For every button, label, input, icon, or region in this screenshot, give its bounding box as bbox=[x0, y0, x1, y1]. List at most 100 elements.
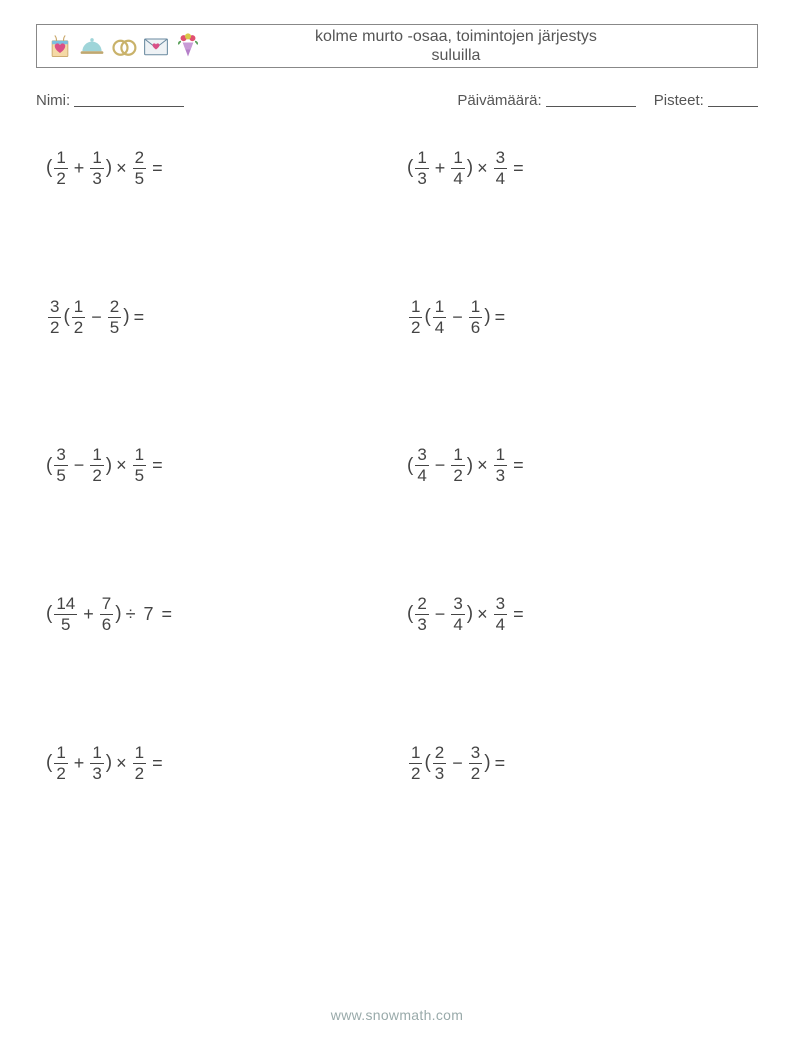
problem: 32(12−25) = bbox=[46, 298, 387, 337]
equals: = bbox=[495, 307, 506, 328]
icon-strip bbox=[45, 31, 203, 61]
equals: = bbox=[152, 455, 163, 476]
close-paren: ) bbox=[484, 306, 490, 328]
close-paren: ) bbox=[123, 306, 129, 328]
fraction: 12 bbox=[409, 744, 422, 783]
score-label: Pisteet: bbox=[654, 92, 704, 109]
operator: − bbox=[74, 455, 85, 476]
operator: − bbox=[435, 604, 446, 625]
fraction: 13 bbox=[90, 744, 103, 783]
denominator: 3 bbox=[415, 170, 428, 188]
numerator: 2 bbox=[133, 149, 146, 167]
numerator: 1 bbox=[409, 744, 422, 762]
numerator: 3 bbox=[451, 595, 464, 613]
numerator: 2 bbox=[108, 298, 121, 316]
operator: − bbox=[452, 753, 463, 774]
denominator: 2 bbox=[90, 467, 103, 485]
operator: × bbox=[116, 753, 127, 774]
open-paren: ( bbox=[424, 752, 430, 774]
fraction: 34 bbox=[415, 446, 428, 485]
fraction: 12 bbox=[54, 744, 67, 783]
numerator: 1 bbox=[433, 298, 446, 316]
close-paren: ) bbox=[106, 752, 112, 774]
numerator: 7 bbox=[100, 595, 113, 613]
gift-bag-icon bbox=[45, 31, 75, 61]
denominator: 6 bbox=[469, 319, 482, 337]
title-line-1: kolme murto -osaa, toimintojen järjestys bbox=[315, 28, 597, 45]
numerator: 1 bbox=[54, 744, 67, 762]
equals: = bbox=[161, 604, 172, 625]
denominator: 2 bbox=[133, 765, 146, 783]
operator: + bbox=[83, 604, 94, 625]
operator: × bbox=[116, 158, 127, 179]
title-line-2: suluilla bbox=[432, 47, 481, 64]
footer: www.snowmath.com bbox=[0, 1007, 794, 1023]
close-paren: ) bbox=[115, 603, 121, 625]
fraction: 15 bbox=[133, 446, 146, 485]
denominator: 5 bbox=[133, 170, 146, 188]
fraction: 12 bbox=[54, 149, 67, 188]
cloche-icon bbox=[77, 31, 107, 61]
problem: (12+13)×12 = bbox=[46, 744, 387, 783]
denominator: 4 bbox=[433, 319, 446, 337]
date-field: Päivämäärä: bbox=[457, 90, 635, 109]
numerator: 2 bbox=[433, 744, 446, 762]
fraction: 14 bbox=[433, 298, 446, 337]
operator: × bbox=[477, 604, 488, 625]
equals: = bbox=[513, 455, 524, 476]
denominator: 3 bbox=[494, 467, 507, 485]
numerator: 2 bbox=[415, 595, 428, 613]
open-paren: ( bbox=[424, 306, 430, 328]
numerator: 1 bbox=[90, 149, 103, 167]
close-paren: ) bbox=[106, 455, 112, 477]
denominator: 2 bbox=[451, 467, 464, 485]
operator: × bbox=[477, 455, 488, 476]
footer-url: www.snowmath.com bbox=[331, 1007, 463, 1023]
operator: ÷ bbox=[126, 604, 136, 625]
denominator: 4 bbox=[494, 616, 507, 634]
header-box: kolme murto -osaa, toimintojen järjestys… bbox=[36, 24, 758, 68]
numerator: 1 bbox=[54, 149, 67, 167]
numerator: 3 bbox=[469, 744, 482, 762]
open-paren: ( bbox=[63, 306, 69, 328]
open-paren: ( bbox=[407, 455, 413, 477]
problem: 12(23−32) = bbox=[407, 744, 748, 783]
operator: − bbox=[452, 307, 463, 328]
fraction: 34 bbox=[494, 595, 507, 634]
fraction: 16 bbox=[469, 298, 482, 337]
open-paren: ( bbox=[46, 157, 52, 179]
denominator: 4 bbox=[494, 170, 507, 188]
denominator: 3 bbox=[415, 616, 428, 634]
denominator: 2 bbox=[48, 319, 61, 337]
equals: = bbox=[152, 753, 163, 774]
problem: (13+14)×34 = bbox=[407, 149, 748, 188]
bouquet-icon bbox=[173, 31, 203, 61]
denominator: 5 bbox=[54, 467, 67, 485]
fraction: 34 bbox=[451, 595, 464, 634]
open-paren: ( bbox=[46, 455, 52, 477]
numerator: 1 bbox=[72, 298, 85, 316]
equals: = bbox=[495, 753, 506, 774]
score-field: Pisteet: bbox=[654, 90, 758, 109]
name-label: Nimi: bbox=[36, 92, 70, 109]
problem: 12(14−16) = bbox=[407, 298, 748, 337]
fraction: 34 bbox=[494, 149, 507, 188]
info-row: Nimi: Päivämäärä: Pisteet: bbox=[36, 90, 758, 109]
numerator: 3 bbox=[494, 149, 507, 167]
denominator: 5 bbox=[108, 319, 121, 337]
denominator: 2 bbox=[54, 170, 67, 188]
close-paren: ) bbox=[467, 455, 473, 477]
name-field: Nimi: bbox=[36, 90, 457, 109]
numerator: 1 bbox=[409, 298, 422, 316]
equals: = bbox=[134, 307, 145, 328]
open-paren: ( bbox=[407, 157, 413, 179]
denominator: 3 bbox=[90, 765, 103, 783]
denominator: 6 bbox=[100, 616, 113, 634]
denominator: 3 bbox=[90, 170, 103, 188]
fraction: 32 bbox=[469, 744, 482, 783]
denominator: 2 bbox=[54, 765, 67, 783]
close-paren: ) bbox=[467, 157, 473, 179]
denominator: 2 bbox=[72, 319, 85, 337]
fraction: 12 bbox=[451, 446, 464, 485]
numerator: 3 bbox=[494, 595, 507, 613]
